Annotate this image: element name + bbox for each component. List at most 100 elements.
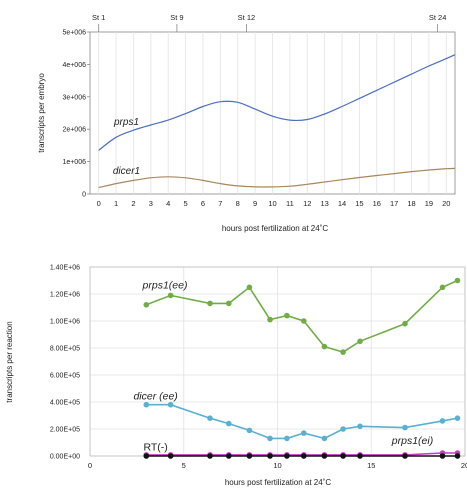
bottom-y-tick-label: 1.20E+06 [50,292,80,299]
bottom-series-labels: prps1(ee) dicer (ee) prps1(ei) RT(-) [133,280,433,454]
top-x-tick-label: 19 [425,199,433,208]
data-point-rt [321,453,328,459]
data-point-rt [439,453,446,459]
data-point-rt [284,453,290,459]
series-label-dicer1: dicer1 [113,166,140,177]
top-x-tick-label: 6 [201,199,205,208]
series-label-dicer-ee: dicer (ee) [133,390,177,402]
top-series-labels: prps1 dicer1 [113,117,140,177]
top-y-tick-label: 0 [82,192,86,199]
bottom-x-tick-label: 20 [461,461,467,470]
data-point-rt [267,453,273,459]
data-point-rt [301,453,307,459]
top-y-tick-label: 1e+006 [62,159,86,166]
top-x-tick-label: 5 [184,199,188,208]
top-y-tick-label: 2e+006 [62,127,86,134]
bottom-x-tick-label: 15 [367,461,375,470]
top-x-tick-label: 17 [390,199,398,208]
bottom-y-axis-label: transcripts per reaction [5,321,14,402]
stage-marker-st-24: St 24 [429,13,447,22]
data-point-prps1-ee [454,277,461,284]
series-line-prps1-ee [146,279,458,353]
data-point-dicer-ee [357,423,363,430]
data-point-rt [357,453,363,459]
top-x-tick-labels: 0 1 2 3 4 5 6 7 8 9 10 11 12 13 14 15 16 17 18 19 20 [97,199,451,208]
data-point-prps1-ee [321,343,328,350]
series-label-prps1-ei: prps1(ei) [391,435,433,447]
bottom-x-axis-label: hours post fertilization at 24˚C [225,478,331,487]
bottom-y-tick-label: 4.00E+05 [50,400,80,407]
top-series [98,54,456,189]
data-point-prps1-ee [167,292,174,299]
data-point-prps1-ee [402,320,408,327]
bottom-y-tick-label: 0.00E+00 [50,454,80,461]
top-x-tick-label: 10 [268,199,276,208]
data-point-dicer-ee [402,424,408,431]
top-x-tick-label: 16 [373,199,381,208]
data-point-prps1-ee [439,284,446,291]
data-point-rt [167,453,174,459]
data-point-dicer-ee [207,415,213,422]
bottom-x-tick-label: 10 [273,461,281,470]
top-x-tick-label: 11 [286,199,294,208]
data-point-rt [340,453,346,459]
data-point-prps1-ee [143,302,150,308]
top-x-tick-label: 13 [320,199,328,208]
series-line-dicer1 [98,167,456,189]
data-point-prps1-ee [301,318,307,324]
data-point-dicer-ee [143,401,150,408]
data-point-rt [207,453,213,459]
data-point-dicer-ee [267,435,273,442]
stage-marker-st-9: St 9 [170,13,183,22]
data-point-rt [454,453,461,459]
bottom-y-tick-labels: 0.00E+00 2.00E+05 4.00E+05 6.00E+05 8.00E+05… [50,265,80,461]
series-line-dicer-ee [146,403,458,440]
data-point-prps1-ee [284,312,290,319]
data-point-prps1-ee [246,284,253,291]
data-point-rt [402,453,408,459]
data-point-dicer-ee [439,418,446,424]
data-point-prps1-ee [357,338,363,345]
top-x-tick-label: 12 [303,199,311,208]
stage-marker-st-1: St 1 [92,13,105,22]
top-x-tick-label: 3 [149,199,153,208]
bottom-x-tick-label: 0 [88,461,92,470]
data-point-dicer-ee [226,420,232,427]
top-x-tick-label: 18 [407,199,415,208]
bottom-series [143,277,461,459]
data-point-dicer-ee [321,435,328,442]
stage-marker-st-12: St 12 [238,13,256,22]
data-point-rt [226,453,232,459]
data-point-rt [143,453,150,459]
top-x-tick-label: 2 [131,199,135,208]
bottom-chart: 0.00E+00 2.00E+05 4.00E+05 6.00E+05 8.00E+05… [5,265,467,488]
stage-markers: St 1 St 9 St 12 St 24 [92,13,446,32]
top-x-tick-label: 7 [218,199,222,208]
bottom-y-tick-label: 1.00E+06 [50,319,80,326]
data-point-dicer-ee [301,430,307,436]
top-y-tick-label: 5e+006 [62,30,86,37]
top-x-tick-label: 0 [97,199,101,208]
bottom-x-tick-labels: 0 5 10 15 20 [88,461,467,470]
data-point-dicer-ee [284,435,290,442]
data-point-prps1-ee [207,300,213,307]
data-point-prps1-ee [340,349,346,355]
data-point-dicer-ee [167,401,174,408]
top-y-tick-label: 3e+006 [62,94,86,101]
top-x-tick-label: 8 [236,199,240,208]
series-line-prps1 [98,54,456,151]
data-point-dicer-ee [454,415,461,422]
data-point-prps1-ee [226,300,232,307]
top-x-tick-label: 15 [355,199,363,208]
bottom-y-tick-label: 2.00E+05 [50,427,80,434]
top-y-tick-labels: 0 1e+006 2e+006 3e+006 4e+006 5e+006 [62,30,90,199]
bottom-y-tick-label: 1.40E+06 [50,265,80,272]
top-x-tick-label: 14 [338,199,346,208]
top-x-tick-label: 20 [442,199,450,208]
data-point-rt [246,453,253,459]
data-point-prps1-ee [267,316,273,323]
top-y-tick-label: 4e+006 [62,62,86,69]
series-line-prps1-ei [146,452,458,456]
